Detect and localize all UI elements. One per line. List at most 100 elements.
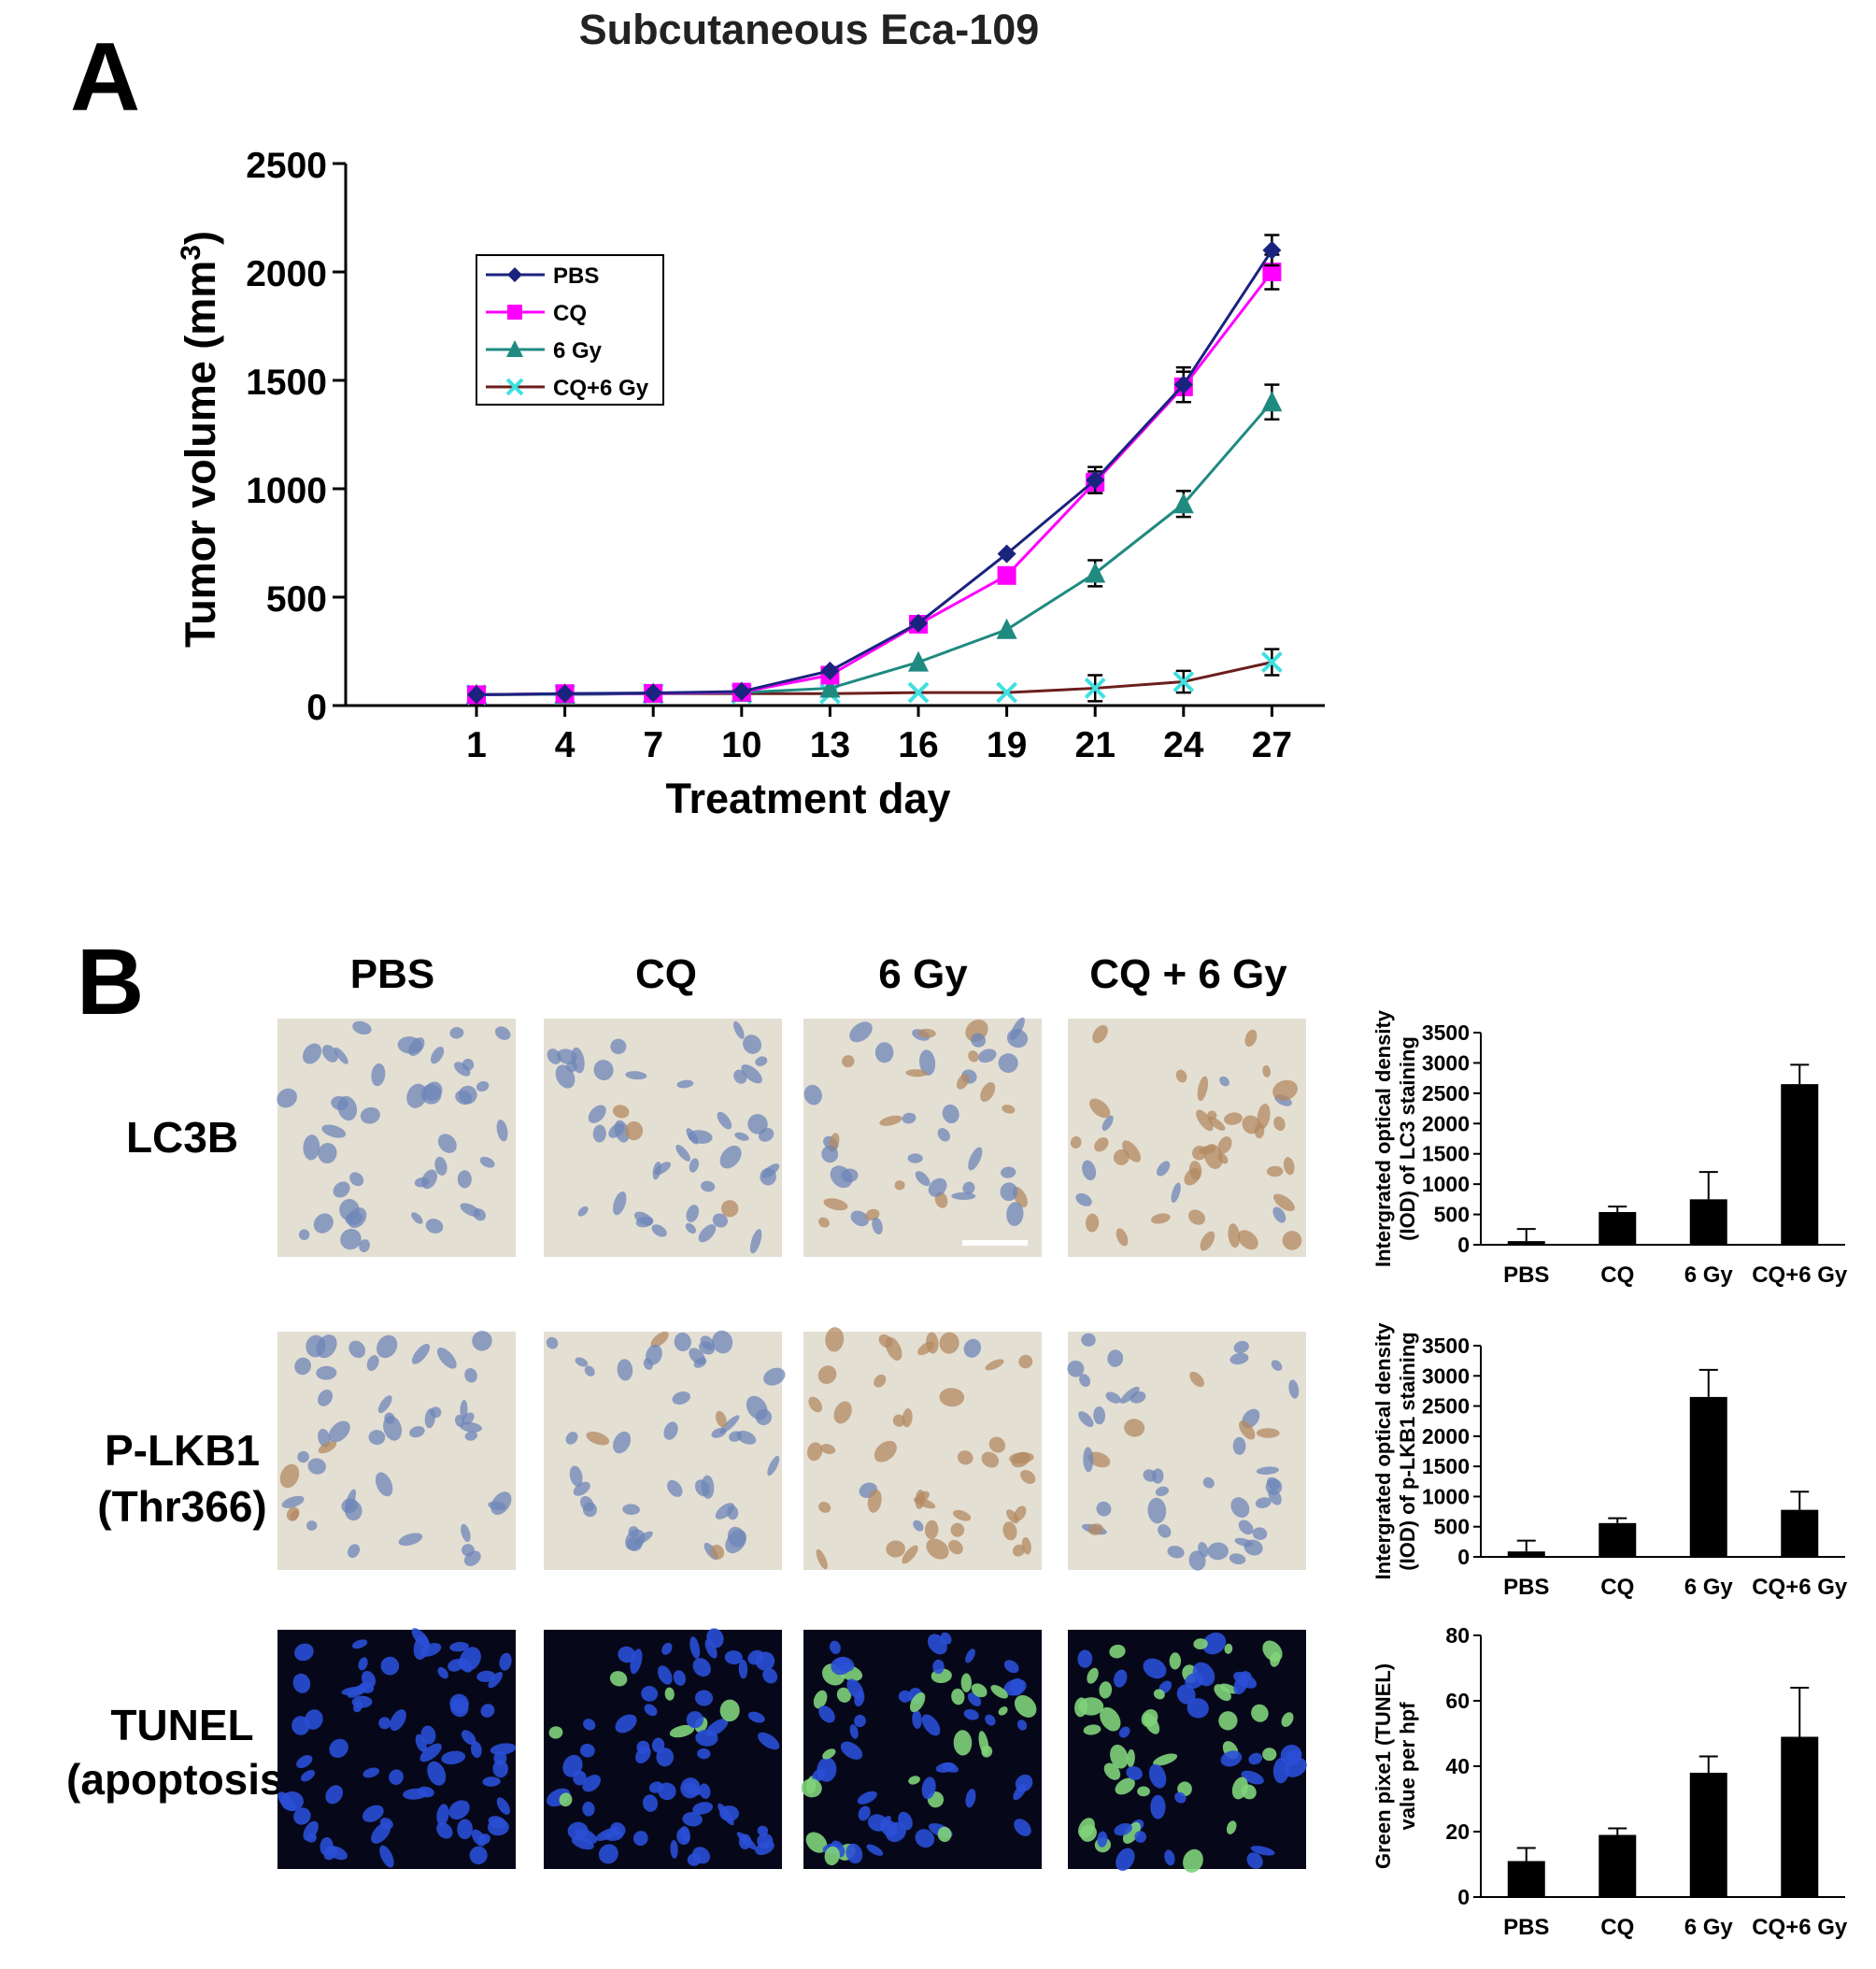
x-tick-label: PBS (1503, 1915, 1549, 1940)
cell (1220, 1750, 1243, 1767)
cell (850, 1210, 869, 1227)
cell (849, 1724, 859, 1739)
cell (763, 1367, 786, 1386)
data-point (507, 267, 522, 282)
x-tick-label: 19 (987, 725, 1027, 765)
cell (333, 1181, 350, 1198)
y-tick-label: 1500 (1422, 1454, 1470, 1478)
cell (879, 1115, 902, 1126)
cell (825, 1327, 845, 1352)
cell (302, 1043, 322, 1064)
cell (1230, 1497, 1250, 1518)
cell (932, 1659, 945, 1675)
cell (915, 1829, 935, 1848)
tumor-volume-line-chart: A Subcutaneous Eca-109 0 500 1000 1500 2000 2… (70, 6, 1325, 822)
y-tick-label: 2000 (246, 254, 327, 294)
cell (1113, 1149, 1130, 1165)
cell (460, 1399, 468, 1420)
cell (457, 1170, 472, 1189)
cell (1266, 1165, 1284, 1177)
y-tick-label: 2500 (1422, 1081, 1470, 1106)
cell (898, 1811, 913, 1831)
cell (719, 1805, 739, 1822)
data-point (732, 681, 751, 701)
cell (1196, 1109, 1214, 1132)
cell (687, 1853, 702, 1866)
bar (1689, 1773, 1727, 1897)
cell (867, 1814, 888, 1832)
cell (711, 1427, 727, 1438)
bar (1599, 1522, 1637, 1557)
cell (1229, 1553, 1246, 1565)
cell (1273, 1116, 1286, 1132)
data-point (907, 681, 930, 704)
y-tick-label: 20 (1445, 1819, 1470, 1844)
column-header: PBS (350, 951, 434, 997)
y-tick-label: 500 (1434, 1203, 1470, 1227)
cell (1262, 1064, 1272, 1078)
cell (1016, 1719, 1028, 1731)
x-tick-label: CQ+6 Gy (1752, 1575, 1848, 1600)
cell (437, 1134, 457, 1153)
data-point (1086, 470, 1105, 490)
cell (1000, 1166, 1016, 1178)
cell (1116, 1848, 1135, 1871)
cell (1202, 1477, 1215, 1489)
cell (397, 1036, 422, 1054)
data-point (820, 661, 840, 680)
cell (430, 1047, 445, 1064)
cell (496, 1120, 508, 1142)
cell (907, 1153, 923, 1163)
cell (462, 1058, 475, 1071)
cell (610, 1822, 626, 1837)
x-tick-label: 10 (721, 725, 761, 765)
y-tick-label: 3500 (1422, 1020, 1470, 1045)
cell (733, 1020, 745, 1039)
cell (1193, 1638, 1208, 1650)
cell (998, 1053, 1018, 1073)
cell (824, 1846, 840, 1866)
cell (348, 1340, 366, 1359)
cell (686, 1711, 704, 1729)
y-tick-label: 60 (1445, 1689, 1470, 1713)
cell (423, 1081, 443, 1101)
cell (358, 1657, 368, 1671)
cell (1085, 1213, 1100, 1233)
cell (306, 1334, 326, 1358)
cell (277, 1791, 296, 1811)
cell (453, 1062, 471, 1077)
cell (1248, 1752, 1263, 1765)
cell (670, 1839, 678, 1859)
data-point (506, 340, 523, 357)
cell (345, 1501, 362, 1521)
cell (457, 1819, 473, 1840)
bar (1689, 1396, 1727, 1557)
x-tick-label: 6 Gy (1684, 1263, 1734, 1288)
cell (874, 1374, 887, 1388)
cell (362, 1805, 384, 1822)
cell (939, 1332, 959, 1354)
data-point (1262, 240, 1282, 260)
cell (808, 1396, 822, 1413)
cell (441, 1750, 466, 1765)
cell (927, 1634, 947, 1655)
cell (712, 1330, 733, 1354)
cell (632, 1831, 648, 1847)
cell (306, 1833, 317, 1843)
cell (348, 1207, 367, 1229)
cell (390, 1709, 406, 1732)
cell (1262, 1748, 1277, 1762)
cell (990, 1685, 1008, 1699)
cell (1257, 1104, 1271, 1129)
cell (1013, 1783, 1027, 1801)
y-tick-label: 3500 (1422, 1334, 1470, 1358)
cell (460, 1203, 481, 1218)
cell (613, 1191, 627, 1216)
cell (277, 1088, 297, 1108)
cell (318, 1142, 337, 1163)
cell (734, 1132, 749, 1141)
cell (359, 1239, 370, 1252)
cell (962, 1181, 975, 1194)
micrograph-background (277, 1332, 516, 1570)
cell (1126, 1766, 1143, 1780)
